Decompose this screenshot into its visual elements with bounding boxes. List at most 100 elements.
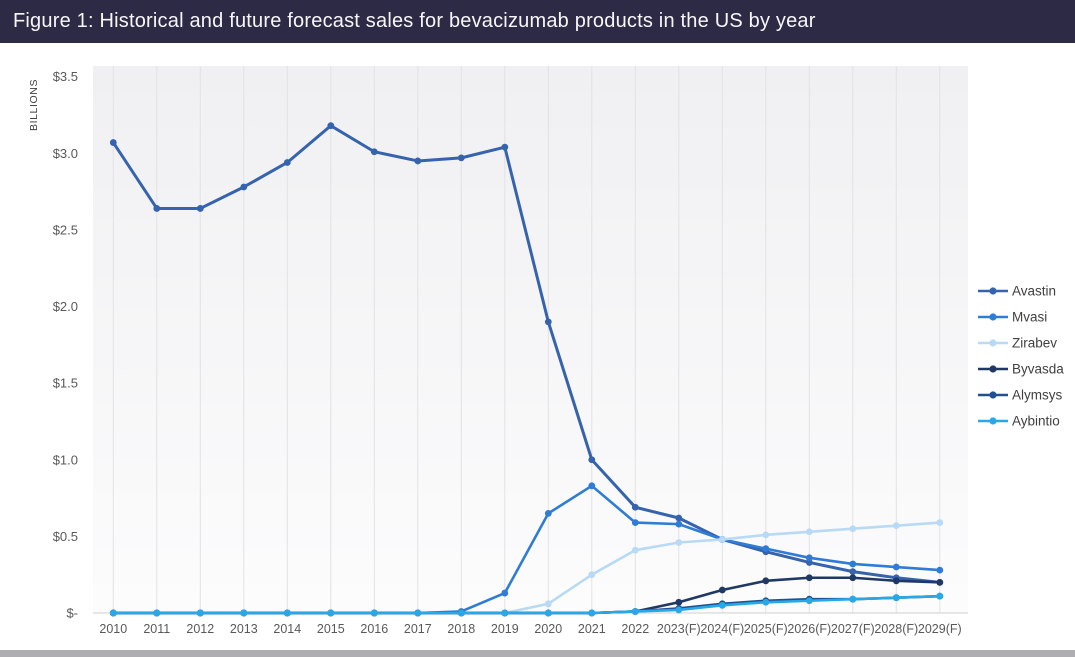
data-point	[196, 205, 204, 212]
data-point	[762, 531, 770, 539]
data-point	[892, 577, 900, 585]
legend-item-avastin: Avastin	[978, 284, 1056, 299]
data-point	[588, 456, 596, 464]
x-tick-label: 2018	[447, 622, 475, 636]
figure-title-bar: Figure 1: Historical and future forecast…	[0, 0, 1075, 43]
data-point	[544, 600, 552, 608]
x-tick-label: 2014	[273, 622, 301, 636]
x-tick-label: 2024(F)	[700, 622, 744, 636]
series-aybintio	[109, 592, 944, 617]
series-line	[111, 124, 942, 584]
data-point	[501, 143, 509, 151]
data-point	[892, 563, 900, 571]
figure-title: Figure 1: Historical and future forecast…	[13, 10, 816, 32]
data-point	[414, 157, 422, 165]
y-tick-label: $0.5	[53, 529, 78, 544]
data-point	[849, 595, 857, 603]
data-point	[544, 318, 552, 326]
y-tick-label: $1.5	[53, 376, 78, 391]
legend-item-alymsys: Alymsys	[978, 388, 1062, 403]
legend-item-byvasda: Byvasda	[978, 362, 1064, 377]
y-tick-label: $3.5	[53, 69, 78, 84]
data-point	[675, 539, 683, 546]
data-point	[588, 571, 596, 579]
x-tick-label: 2020	[534, 622, 562, 636]
data-point	[153, 205, 161, 212]
data-point	[370, 148, 378, 156]
data-point	[675, 598, 683, 606]
x-tick-label: 2012	[186, 622, 214, 636]
data-point	[588, 482, 596, 490]
data-point	[631, 503, 639, 511]
legend-label: Alymsys	[1012, 388, 1062, 403]
data-point	[849, 525, 857, 533]
data-point	[849, 574, 857, 582]
legend: Avastin Mvasi Zirabev Byvasda Alymsys Aybinti…	[978, 284, 1064, 429]
data-point	[892, 522, 900, 530]
legend-item-zirabev: Zirabev	[978, 336, 1057, 351]
legend-marker	[989, 339, 997, 347]
data-point	[501, 609, 509, 617]
legend-marker	[989, 417, 997, 425]
data-point	[457, 154, 465, 162]
data-point	[936, 578, 944, 586]
data-point	[762, 545, 770, 553]
series-line	[112, 594, 942, 615]
data-point	[544, 509, 552, 517]
data-point	[849, 568, 857, 576]
data-point	[631, 608, 639, 615]
data-point	[849, 560, 857, 568]
data-point	[283, 159, 291, 166]
data-point	[805, 554, 813, 562]
x-tick-label: 2022	[621, 622, 649, 636]
data-point	[196, 609, 204, 617]
x-tick-label: 2013	[230, 622, 258, 636]
data-point	[544, 609, 552, 617]
legend-marker	[989, 313, 997, 321]
x-tick-label: 2028(F)	[874, 622, 918, 636]
data-point	[109, 139, 117, 146]
x-tick-label: 2019	[491, 622, 519, 636]
y-tick-label: $1.0	[53, 452, 78, 467]
legend-marker	[989, 391, 997, 399]
data-point	[153, 609, 161, 617]
y-tick-label: $-	[66, 606, 78, 621]
x-tick-label: 2015	[317, 622, 345, 636]
data-point	[327, 122, 335, 130]
data-point	[805, 528, 813, 536]
data-point	[892, 594, 900, 602]
data-point	[805, 574, 813, 582]
data-point	[675, 514, 683, 522]
data-point	[240, 183, 248, 191]
data-point	[675, 520, 683, 528]
x-tick-label: 2011	[143, 622, 170, 636]
y-tick-label: $2.0	[53, 299, 78, 314]
legend-item-aybintio: Aybintio	[978, 414, 1060, 429]
legend-label: Byvasda	[1012, 362, 1064, 377]
x-tick-label: 2016	[360, 622, 388, 636]
legend-label: Aybintio	[1012, 414, 1060, 429]
y-axis-title: BILLIONS	[28, 79, 40, 131]
y-tick-label: $3.0	[53, 146, 78, 161]
data-point	[109, 609, 117, 617]
data-point	[936, 592, 944, 600]
data-point	[631, 519, 639, 526]
data-point	[936, 566, 944, 574]
legend-label: Avastin	[1012, 284, 1056, 299]
data-point	[718, 536, 726, 543]
x-axis-ticks: 2010 2011 2012 2013 2014 2015 2016 2017 2018 2019…	[99, 622, 961, 636]
data-point	[457, 609, 465, 617]
x-tick-label: 2023(F)	[657, 622, 701, 636]
legend-item-mvasi: Mvasi	[978, 310, 1047, 325]
data-point	[370, 609, 378, 617]
data-point	[762, 577, 770, 585]
x-tick-label: 2027(F)	[831, 622, 875, 636]
legend-label: Zirabev	[1012, 336, 1057, 351]
data-point	[414, 609, 422, 617]
x-tick-label: 2026(F)	[787, 622, 831, 636]
x-tick-label: 2017	[404, 622, 432, 636]
data-point	[501, 589, 509, 597]
data-point	[936, 519, 944, 526]
data-point	[631, 546, 639, 554]
